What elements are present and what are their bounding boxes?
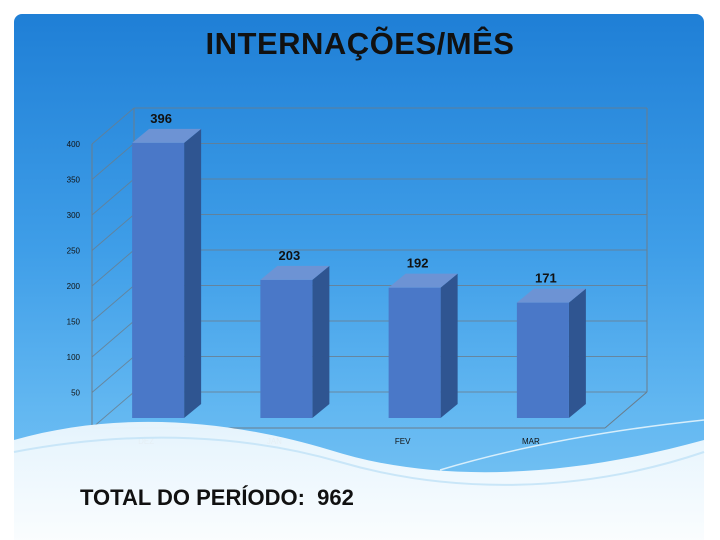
gridline-depth — [91, 285, 135, 322]
gridline-depth — [91, 391, 135, 429]
bar — [388, 287, 441, 418]
total-period-label: TOTAL DO PERÍODO: — [80, 485, 305, 510]
bar-side — [312, 265, 330, 418]
y-tick-label: 150 — [67, 318, 81, 327]
bar-side — [568, 288, 586, 418]
bar-side — [184, 128, 202, 418]
data-label: 203 — [279, 248, 301, 263]
bar-top — [132, 128, 202, 143]
y-tick-label: 250 — [67, 247, 81, 256]
x-tick-label: MAR — [522, 437, 540, 446]
data-label: 192 — [407, 256, 429, 271]
total-period-value: 962 — [317, 485, 354, 510]
gridline-depth — [91, 143, 135, 180]
y-tick-label: 50 — [71, 389, 80, 398]
bar-side — [440, 273, 458, 418]
gridline-depth — [91, 178, 135, 216]
gridline-depth — [91, 356, 135, 393]
gridline-depth — [91, 320, 135, 358]
total-period: TOTAL DO PERÍODO: 962 — [80, 485, 354, 511]
bar — [132, 142, 185, 418]
y-tick-label: 100 — [67, 353, 81, 362]
y-tick-label: 350 — [67, 176, 81, 185]
gridline-depth — [91, 107, 135, 145]
bar-top — [388, 273, 458, 288]
gridline-depth — [91, 214, 135, 251]
y-tick-label: 200 — [67, 282, 81, 291]
x-tick-label: FEV — [395, 437, 411, 446]
slide-title: INTERNAÇÕES/MÊS — [205, 26, 515, 61]
floor-edge — [604, 391, 648, 429]
data-label: 171 — [535, 271, 557, 286]
bar — [516, 302, 569, 418]
data-label: 396 — [150, 111, 172, 126]
bar-top — [516, 288, 586, 303]
y-tick-label: 400 — [67, 140, 81, 149]
y-tick-label: 300 — [67, 211, 81, 220]
bar-top — [260, 265, 330, 280]
bar — [260, 279, 313, 418]
gridline-depth — [91, 249, 135, 287]
